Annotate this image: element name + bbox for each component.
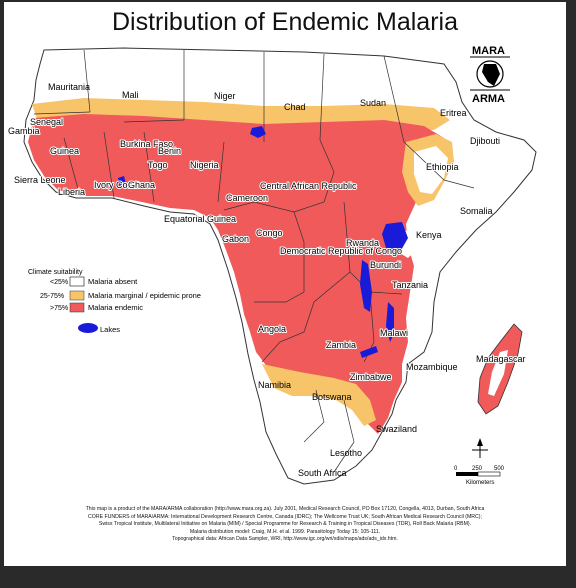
ethiopia-highland-absent: [414, 146, 448, 194]
country-label: Zambia: [326, 340, 356, 350]
scale-tick: 0: [454, 466, 458, 472]
legend-swatch-marginal: [69, 290, 85, 301]
country-label: Somalia: [460, 206, 493, 216]
credit-line: Malaria distribution model: Craig, M.H. …: [189, 528, 381, 535]
lake-volta: [118, 176, 126, 188]
country-label: Malawi: [380, 328, 408, 338]
credit-line: This map is a product of the MARA/ARMA c…: [85, 506, 485, 512]
country-label: Gabon: [222, 234, 249, 244]
legend-label: Malaria absent: [88, 277, 138, 286]
country-label: Mali: [122, 90, 139, 100]
country-label: Liberia: [58, 187, 85, 197]
legend-range: <25%: [50, 279, 68, 286]
logo-bottom-text: ARMA: [472, 93, 505, 105]
country-label: Congo: [256, 228, 283, 238]
scale-unit: Kilometers: [466, 480, 494, 486]
map-frame: Distribution of Endemic Malaria: [4, 2, 566, 566]
mara-arma-logo: MARA ARMA: [470, 45, 510, 105]
scale-segment-light: [477, 471, 501, 477]
country-label: Zimbabwe: [350, 372, 392, 382]
country-label: Guinea: [50, 146, 79, 156]
country-label: South Africa: [298, 468, 347, 478]
map-legend: Climate suitability <25% Malaria absent …: [28, 269, 201, 334]
country-label: Djibouti: [470, 136, 500, 146]
country-label: Sudan: [360, 98, 386, 108]
lake-tanganyika: [360, 260, 372, 312]
country-label: Eritrea: [440, 108, 467, 118]
lake-malawi: [386, 302, 394, 342]
country-label: Botswana: [312, 392, 352, 402]
africa-map: Mauritania Mali Niger Chad Sudan Eritrea…: [7, 45, 537, 486]
country-label: Kenya: [416, 230, 442, 240]
country-label: Mozambique: [406, 362, 458, 372]
country-label: Chad: [284, 102, 306, 112]
country-label: Rwanda: [346, 238, 379, 248]
map-title: Distribution of Endemic Malaria: [112, 8, 458, 36]
country-label: Angola: [258, 324, 286, 334]
country-label: Gambia: [8, 126, 40, 136]
country-label: Equatorial Guinea: [164, 214, 236, 224]
country-label: Niger: [214, 91, 236, 101]
country-label: Madagascar: [476, 354, 526, 364]
country-label: Benin: [158, 146, 181, 156]
country-labels: Mauritania Mali Niger Chad Sudan Eritrea…: [7, 82, 527, 478]
country-label: Swaziland: [376, 424, 417, 434]
africa-silhouette-icon: [482, 64, 500, 86]
legend-label: Malaria marginal / epidemic prone: [88, 291, 201, 300]
country-label: Cameroon: [226, 193, 268, 203]
country-label: Sierra Leone: [14, 175, 66, 185]
scale-segment-dark: [456, 472, 478, 476]
legend-range: 25-75%: [40, 293, 64, 300]
country-label: Tanzania: [392, 280, 428, 290]
country-label: Namibia: [258, 380, 291, 390]
map-credits: This map is a product of the MARA/ARMA c…: [4, 506, 566, 544]
southern-marginal-band: [262, 364, 376, 426]
country-label: Central African Republic: [260, 181, 357, 191]
country-label: Togo: [148, 160, 168, 170]
country-label: Burundi: [370, 260, 401, 270]
scale-bar: 0 250 500 Kilometers: [454, 466, 505, 486]
lake-chad: [250, 126, 266, 138]
country-borders: [33, 49, 475, 473]
legend-label: Malaria endemic: [88, 303, 143, 312]
country-label: Lesotho: [330, 448, 362, 458]
logo-top-text: MARA: [472, 45, 505, 57]
lakes: [118, 126, 408, 358]
legend-label: Lakes: [100, 325, 120, 334]
legend-range: >75%: [50, 305, 68, 312]
legend-swatch-endemic: [69, 302, 85, 313]
country-label: Ivory Coast: [94, 180, 140, 190]
credit-line: Swiss Tropical Institute, Multilateral I…: [98, 521, 472, 528]
endemic-zone: [28, 114, 444, 434]
country-label: Burkina Faso: [120, 139, 173, 149]
country-label: Ghana: [128, 180, 155, 190]
lake-kariba: [360, 346, 378, 358]
madagascar-highland-absent: [488, 350, 508, 396]
credit-line: CORE FUNDERS of MARA/ARMA: International…: [88, 513, 482, 520]
credit-line: Topographical data: African Data Sampler…: [172, 536, 398, 543]
country-label: Democratic Republic of Congo: [280, 246, 402, 256]
legend-swatch-absent: [69, 276, 85, 287]
lake-victoria: [382, 222, 408, 252]
legend-swatch-lakes: [78, 323, 98, 333]
country-label: Nigeria: [190, 160, 219, 170]
country-label: Ethiopia: [426, 162, 459, 172]
legend-heading: Climate suitability: [28, 269, 83, 276]
north-arrow-icon: [472, 438, 488, 458]
scale-tick: 250: [472, 466, 483, 472]
country-label: Mauritania: [48, 82, 90, 92]
scale-tick: 500: [494, 466, 505, 472]
country-label: Senegal: [30, 117, 63, 127]
